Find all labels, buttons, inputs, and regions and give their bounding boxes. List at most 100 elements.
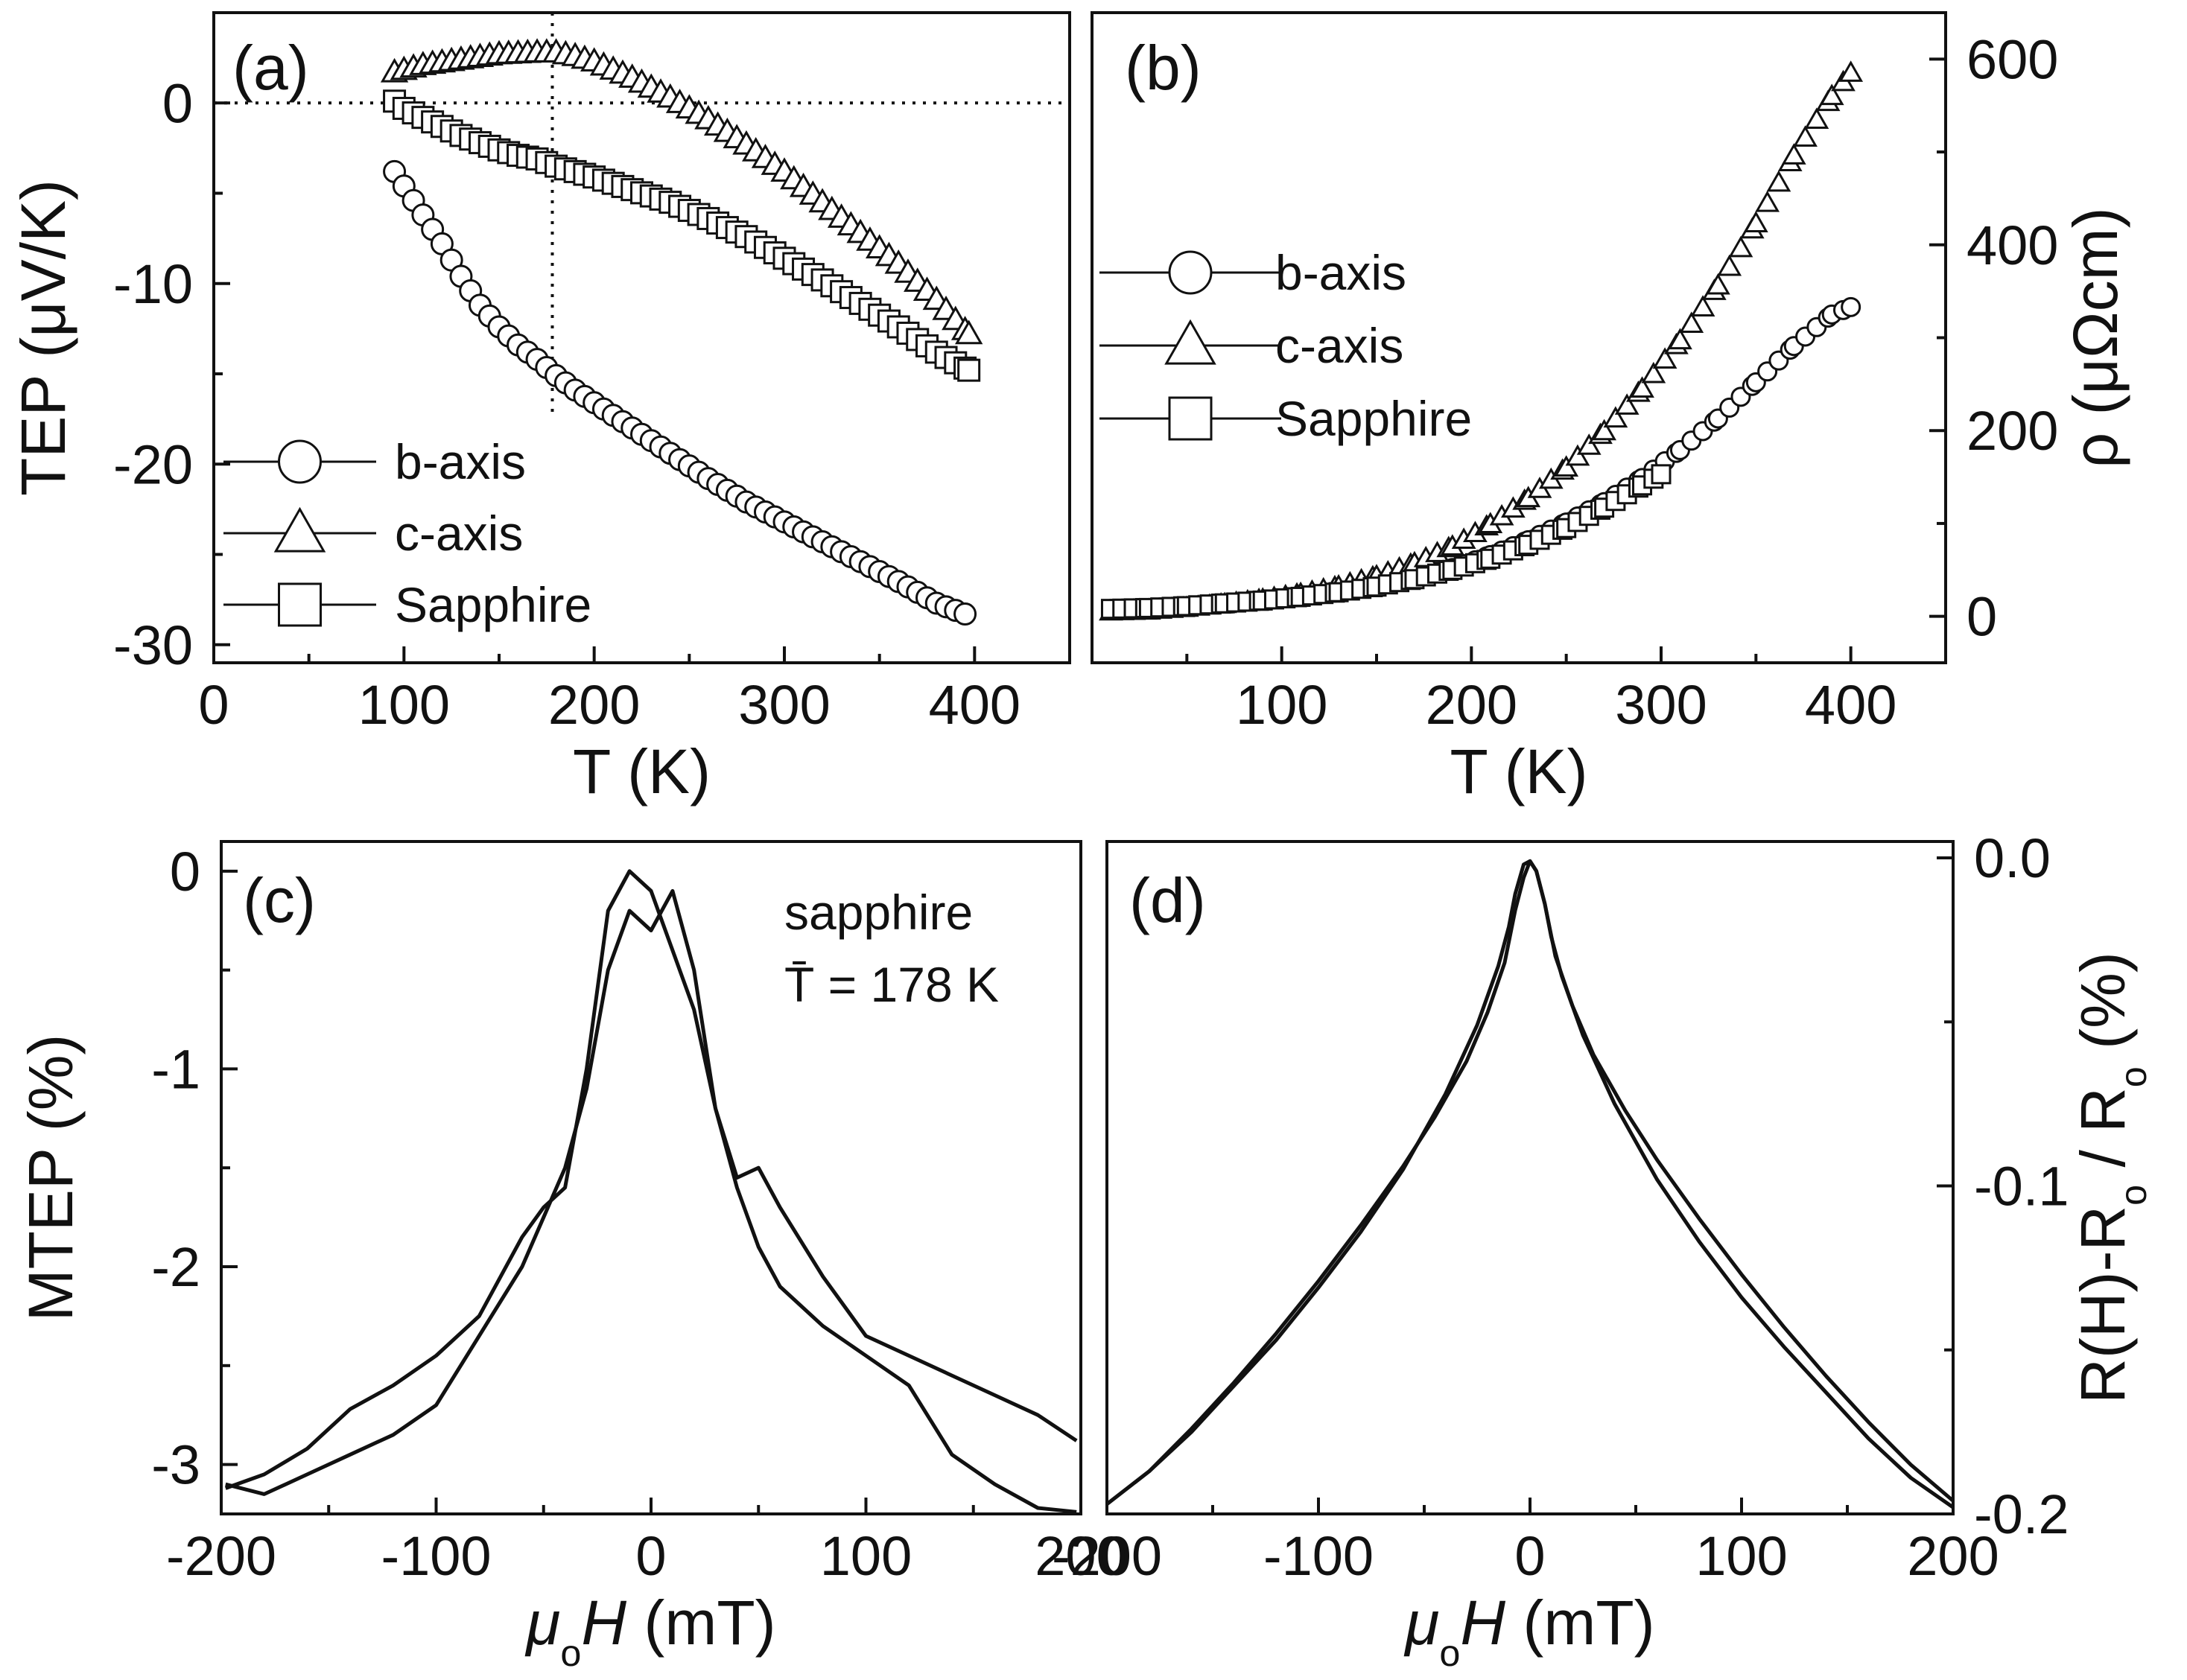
- annotation-sample: sapphire: [784, 885, 973, 940]
- x-axis-label: μoH (mT): [524, 1588, 775, 1674]
- y-tick-label: 600: [1967, 28, 2058, 90]
- data-point: [1743, 211, 1768, 232]
- plot-frame: [220, 840, 1082, 1515]
- x-tick-label: 200: [1907, 1525, 1999, 1587]
- y-tick-label: -30: [113, 614, 193, 676]
- x-tick-label: 100: [820, 1525, 912, 1587]
- series-c-axis: [380, 38, 983, 345]
- data-point: [1793, 125, 1818, 147]
- data-point: [1592, 419, 1616, 441]
- data-point: [1804, 107, 1829, 130]
- data-point: [953, 602, 977, 626]
- data-point: [1641, 361, 1666, 384]
- data-point: [1755, 190, 1780, 212]
- y-tick-label: 0: [1967, 586, 1997, 648]
- y-tick-label: 0.0: [1974, 827, 2051, 889]
- data-point: [957, 358, 981, 382]
- x-tick-label: 400: [1805, 674, 1896, 736]
- legend: b-axis c-axis Sapphire: [1099, 245, 1472, 446]
- panel-a: 0 100 200 300 400 -30 -20 -10 0 T (K) TEP (μV/K) (a…: [8, 11, 1071, 806]
- y-tick-label: 0: [170, 841, 200, 903]
- x-tick-label: 100: [1695, 1525, 1787, 1587]
- x-axis-label: T (K): [573, 736, 711, 806]
- data-point: [1728, 235, 1753, 258]
- panel-label: (b): [1125, 33, 1202, 103]
- data-point: [1717, 254, 1742, 276]
- x-tick-label: 200: [548, 674, 640, 736]
- series-c-axis: [1099, 60, 1864, 621]
- series-sapphire: [1100, 464, 1672, 620]
- legend-marker-triangle: [1164, 319, 1216, 365]
- y-tick-label: 200: [1967, 400, 2058, 462]
- x-tick-label: -200: [1052, 1525, 1162, 1587]
- y-axis-label: R(H)-Ro / Ro (%): [2068, 952, 2154, 1404]
- legend-label-c-axis: c-axis: [395, 506, 523, 561]
- y-tick-label: -3: [151, 1434, 200, 1496]
- data-point: [1819, 83, 1844, 106]
- x-tick-label: 0: [635, 1525, 666, 1587]
- plot-frame: [1105, 840, 1955, 1515]
- data-point: [1554, 455, 1579, 477]
- y-axis-label: ρ (μΩcm): [2060, 207, 2130, 468]
- data-point: [1668, 328, 1692, 350]
- data-point: [1706, 273, 1730, 295]
- curve-sweep-down: [1105, 859, 1955, 1509]
- y-tick-label: -0.1: [1974, 1156, 2069, 1218]
- data-point: [1838, 60, 1864, 82]
- x-tick-label: -100: [1263, 1525, 1374, 1587]
- y-tick-label: 0: [162, 72, 193, 134]
- panel-label: (a): [232, 33, 309, 103]
- x-axis-label: μoH (mT): [1403, 1588, 1654, 1674]
- legend-label-sapphire: Sapphire: [1275, 391, 1472, 446]
- data-point: [1630, 376, 1654, 398]
- panel-d: -200 -100 0 100 200-0.2 -0.1 0.0 μoH (mT) R(H)-R…: [1052, 827, 2154, 1673]
- panel-label: (d): [1129, 865, 1206, 935]
- data-point: [1781, 143, 1806, 165]
- data-point: [954, 319, 983, 345]
- legend-label-c-axis: c-axis: [1275, 318, 1403, 373]
- data-point: [1652, 347, 1677, 369]
- y-axis-label: MTEP (%): [16, 1034, 86, 1322]
- legend-marker-square: [1168, 396, 1213, 441]
- legend-label-b-axis: b-axis: [1275, 245, 1406, 300]
- annotation-temperature: T̄ = 178 K: [784, 957, 999, 1012]
- panel-label: (c): [243, 865, 316, 935]
- x-tick-label: 0: [1514, 1525, 1545, 1587]
- legend-marker-square: [278, 582, 322, 627]
- data-point: [1651, 464, 1672, 485]
- data-point: [1565, 444, 1590, 466]
- x-tick-label: 0: [198, 674, 229, 736]
- series-sapphire: [383, 89, 981, 382]
- x-tick-label: 400: [929, 674, 1021, 736]
- curve-sweep-up: [225, 888, 1078, 1496]
- data-point: [1614, 393, 1640, 415]
- y-tick-label: -1: [151, 1038, 200, 1100]
- legend-label-b-axis: b-axis: [395, 434, 526, 489]
- data-point: [1603, 406, 1628, 428]
- plot-frame: [212, 11, 1071, 664]
- y-tick-label: -20: [113, 433, 193, 495]
- x-tick-label: -200: [166, 1525, 276, 1587]
- x-tick-label: 300: [1615, 674, 1707, 736]
- legend-marker-circle: [1168, 250, 1213, 295]
- y-tick-label: -0.2: [1974, 1483, 2069, 1545]
- x-tick-label: 200: [1035, 1525, 1126, 1587]
- legend-marker-triangle: [273, 506, 326, 553]
- data-point: [1679, 311, 1704, 334]
- y-tick-label: -2: [151, 1236, 200, 1298]
- x-tick-label: 100: [1236, 674, 1327, 736]
- x-tick-label: 200: [1426, 674, 1517, 736]
- x-tick-label: 300: [738, 674, 830, 736]
- data-point: [1766, 170, 1791, 192]
- legend-label-sapphire: Sapphire: [395, 577, 591, 632]
- y-axis-label: TEP (μV/K): [8, 179, 78, 496]
- curve-sweep-up: [1105, 859, 1955, 1506]
- y-tick-label: 400: [1967, 214, 2058, 276]
- x-tick-label: -100: [381, 1525, 491, 1587]
- series-b-axis: [383, 159, 977, 626]
- y-tick-label: -10: [113, 253, 193, 315]
- panel-b: 100 200 300 400 0 200 400 600 T (K) ρ (μΩcm) (b) b-…: [1091, 11, 2130, 806]
- data-point: [1690, 295, 1715, 316]
